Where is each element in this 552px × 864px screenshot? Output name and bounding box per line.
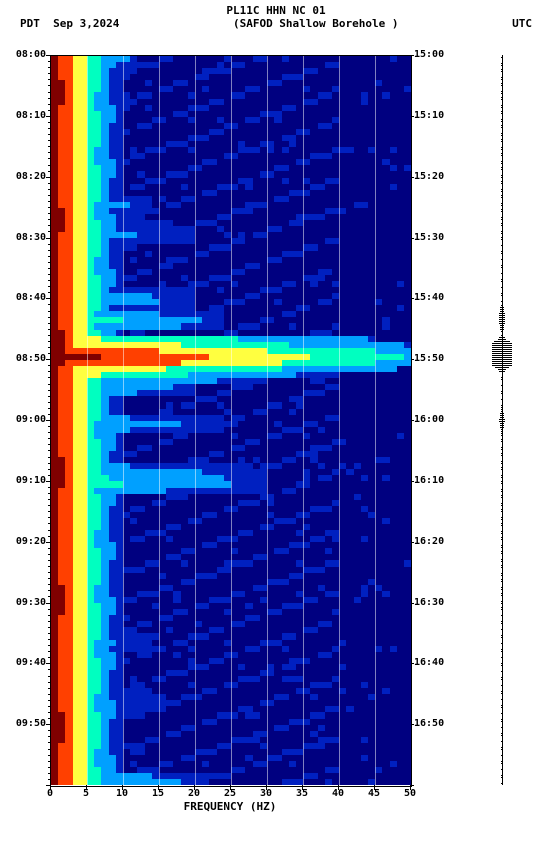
tz-right: UTC: [512, 17, 532, 30]
seismogram-trace: [492, 55, 512, 785]
title-line1: PL11C HHN NC 01: [0, 0, 552, 17]
y-axis-left: 08:0008:1008:2008:3008:4008:5009:0009:10…: [6, 50, 46, 790]
title-row2: PDT Sep 3,2024 (SAFOD Shallow Borehole )…: [0, 17, 552, 30]
station-name: (SAFOD Shallow Borehole ): [233, 17, 399, 30]
spectrogram-plot: [50, 55, 412, 787]
y-axis-right: 15:0015:1015:2015:3015:4015:5016:0016:10…: [414, 50, 454, 790]
tz-left: PDT Sep 3,2024: [20, 17, 119, 30]
x-axis-label: FREQUENCY (HZ): [50, 800, 410, 813]
